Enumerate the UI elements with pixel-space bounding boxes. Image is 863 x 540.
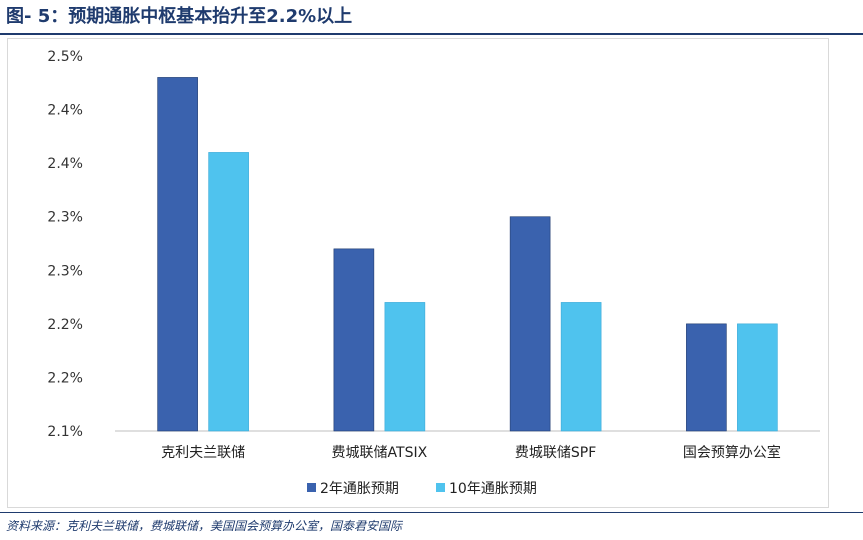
legend: 2年通胀预期 10年通胀预期 bbox=[307, 481, 537, 497]
y-tick-label: 2.2% bbox=[47, 317, 83, 333]
chart-frame bbox=[7, 38, 829, 508]
y-tick-label: 2.3% bbox=[47, 210, 83, 226]
x-tick-label: 费城联储ATSIX bbox=[332, 445, 428, 461]
title-divider bbox=[0, 33, 863, 35]
bar-10y-2 bbox=[560, 302, 602, 432]
bar-2y-3 bbox=[686, 323, 727, 432]
bar-2y-0 bbox=[157, 77, 198, 432]
y-tick-label: 2.3% bbox=[47, 263, 83, 279]
legend-swatch-2y bbox=[307, 483, 316, 492]
bar-2y-1 bbox=[333, 248, 375, 432]
y-tick-label: 2.1% bbox=[47, 424, 83, 440]
legend-swatch-10y bbox=[436, 483, 445, 492]
x-tick-label: 克利夫兰联储 bbox=[161, 445, 245, 461]
x-axis: 克利夫兰联储 费城联储ATSIX 费城联储SPF 国会预算办公室 bbox=[161, 444, 781, 461]
x-tick-label: 国会预算办公室 bbox=[683, 444, 781, 461]
source-divider bbox=[0, 512, 863, 513]
y-tick-label: 2.4% bbox=[47, 103, 83, 119]
y-tick-label: 2.4% bbox=[47, 156, 83, 172]
x-tick-label: 费城联储SPF bbox=[515, 445, 596, 461]
bar-2y-2 bbox=[509, 216, 551, 432]
source-note: 资料来源：克利夫兰联储，费城联储，美国国会预算办公室，国泰君安国际 bbox=[6, 519, 403, 533]
bar-10y-1 bbox=[384, 302, 426, 432]
chart-title: 图- 5：预期通胀中枢基本抬升至2.2%以上 bbox=[6, 6, 353, 27]
bars bbox=[157, 77, 778, 432]
bar-10y-0 bbox=[208, 152, 249, 432]
y-tick-label: 2.2% bbox=[47, 370, 83, 386]
legend-label-2y: 2年通胀预期 bbox=[320, 481, 399, 497]
y-tick-label: 2.5% bbox=[47, 49, 83, 65]
bar-10y-3 bbox=[737, 323, 778, 432]
legend-label-10y: 10年通胀预期 bbox=[449, 481, 537, 497]
